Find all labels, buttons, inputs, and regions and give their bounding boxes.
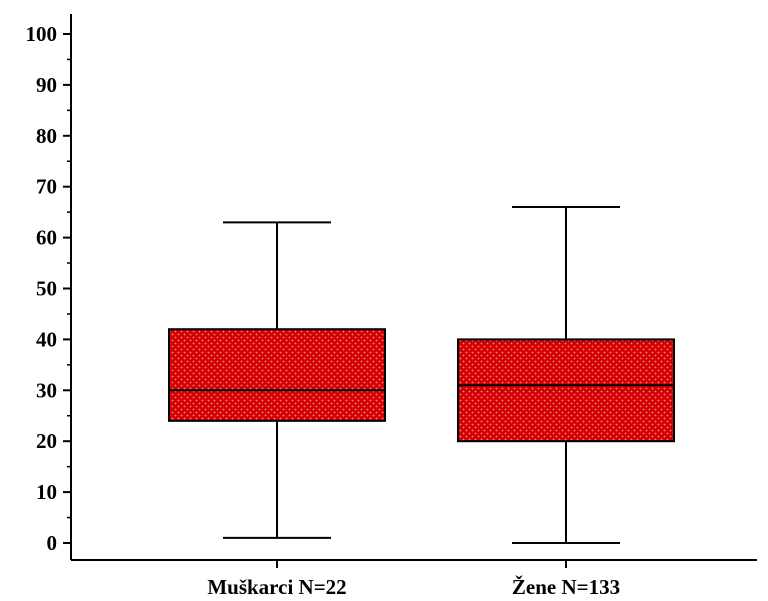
x-axis-ticks: Muškarci N=22 Žene N=133 xyxy=(207,560,620,599)
boxes xyxy=(168,206,675,544)
y-tick-label: 80 xyxy=(36,124,57,148)
y-tick-label: 60 xyxy=(36,226,57,250)
y-tick-label: 100 xyxy=(26,22,58,46)
iqr-box xyxy=(168,328,386,422)
y-tick-label: 20 xyxy=(36,429,57,453)
y-tick-label: 40 xyxy=(36,327,57,351)
x-category-label: Muškarci N=22 xyxy=(207,575,346,599)
y-axis-ticks: 0 10 20 30 40 50 60 70 80 90 100 xyxy=(26,22,71,555)
y-tick-label: 50 xyxy=(36,277,57,301)
box-2 xyxy=(457,206,675,544)
y-tick-label: 10 xyxy=(36,480,57,504)
y-tick-label: 90 xyxy=(36,73,57,97)
y-tick-label: 30 xyxy=(36,378,57,402)
axes xyxy=(70,14,757,561)
box-1 xyxy=(168,221,386,539)
y-tick-label: 70 xyxy=(36,175,57,199)
iqr-box xyxy=(457,338,675,443)
x-category-label: Žene N=133 xyxy=(512,575,620,599)
y-tick-label: 0 xyxy=(47,531,58,555)
